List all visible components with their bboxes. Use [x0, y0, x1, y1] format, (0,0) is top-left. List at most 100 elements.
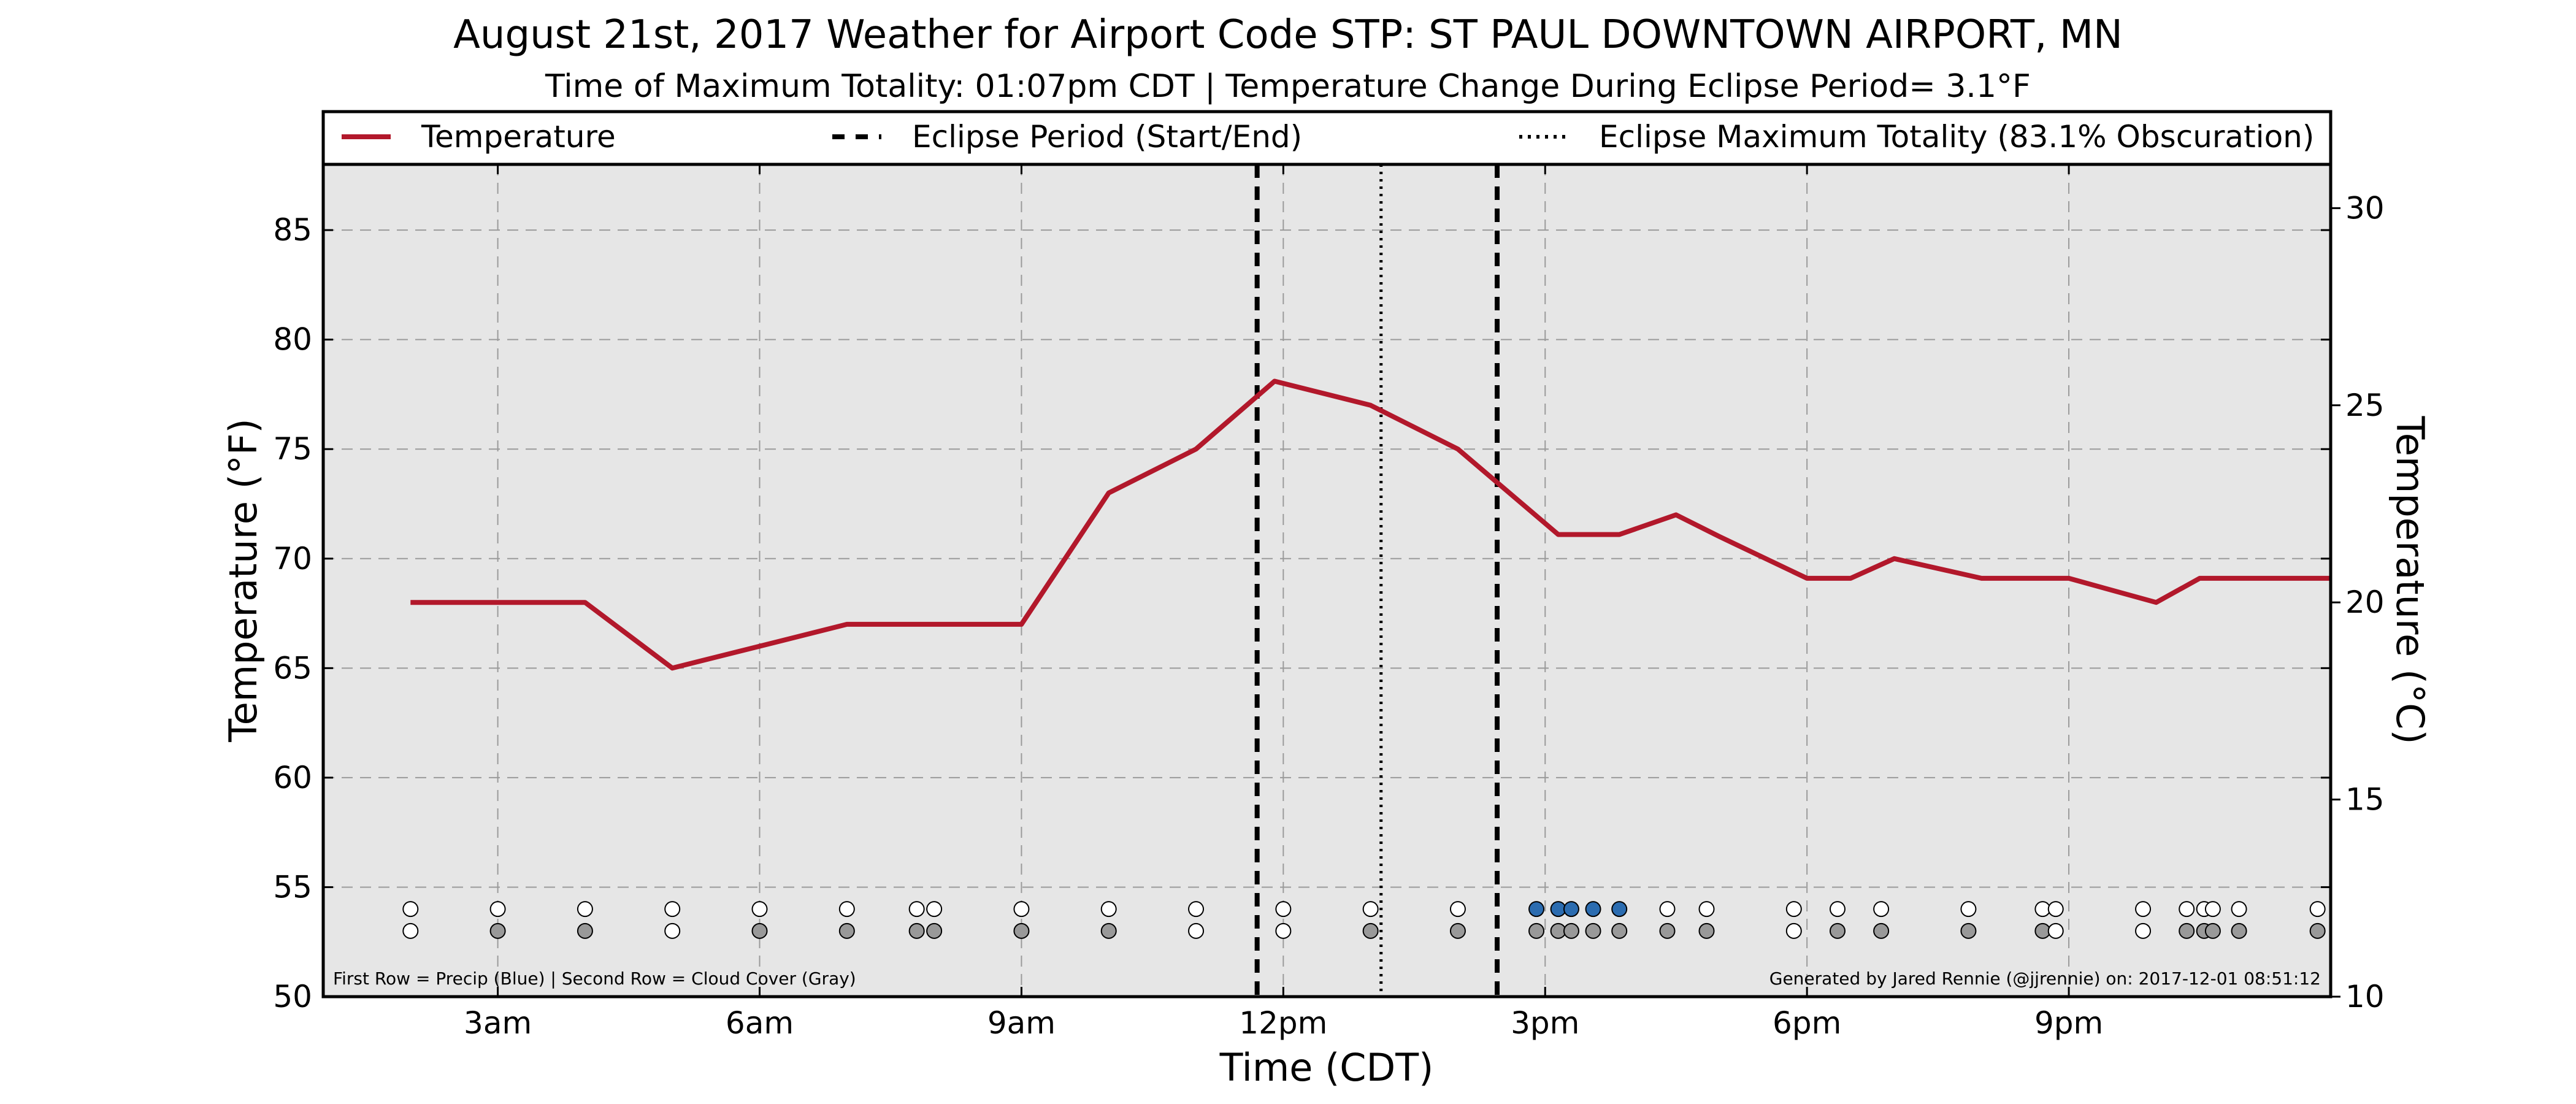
- precip-marker: [1698, 901, 1715, 918]
- cloud-marker: [2204, 922, 2221, 939]
- cloud-marker: [838, 922, 855, 939]
- y-tick-label: 50: [273, 979, 312, 1014]
- x-tick-label: 12pm: [1239, 1005, 1327, 1041]
- precip-marker: [838, 901, 855, 918]
- cloud-marker: [1013, 922, 1030, 939]
- y-tick-label: 85: [273, 212, 312, 248]
- precip-marker: [2135, 901, 2152, 918]
- cloud-marker: [1449, 922, 1466, 939]
- cloud-marker: [1611, 922, 1628, 939]
- cloud-marker: [2179, 922, 2195, 939]
- legend-eclipse-max-label: Eclipse Maximum Totality (83.1% Obscurat…: [1599, 119, 2314, 155]
- cloud-marker: [751, 922, 768, 939]
- precip-marker: [1188, 901, 1205, 918]
- precip-marker: [1829, 901, 1846, 918]
- cloud-marker: [1563, 922, 1579, 939]
- precip-marker: [1013, 901, 1030, 918]
- cloud-marker: [2231, 922, 2247, 939]
- cloud-marker: [1829, 922, 1846, 939]
- precip-marker: [1960, 901, 1977, 918]
- cloud-marker: [1873, 922, 1890, 939]
- y-tick-label: 75: [273, 431, 312, 467]
- precip-marker: [1611, 901, 1628, 918]
- x-tick-label: 3pm: [1511, 1005, 1579, 1041]
- y-right-tick-label: 20: [2345, 585, 2385, 620]
- cloud-marker: [1528, 922, 1545, 939]
- y-axis-label-right: Temperature (°C): [2388, 415, 2432, 744]
- cloud-marker: [2047, 922, 2064, 939]
- cloud-marker: [1188, 922, 1205, 939]
- precip-marker: [2309, 901, 2326, 918]
- cloud-marker: [1275, 922, 1292, 939]
- y-right-tick-label: 10: [2345, 979, 2385, 1014]
- precip-marker: [2231, 901, 2247, 918]
- y-axis-label-left: Temperature (°F): [221, 418, 266, 742]
- temperature-line: [410, 378, 2331, 671]
- precip-marker: [926, 901, 943, 918]
- y-tick-label: 55: [273, 869, 312, 905]
- precip-marker: [2204, 901, 2221, 918]
- cloud-marker: [1100, 922, 1117, 939]
- y-tick-label: 60: [273, 760, 312, 795]
- cloud-marker: [926, 922, 943, 939]
- cloud-marker: [664, 922, 681, 939]
- precip-marker: [1275, 901, 1292, 918]
- x-tick-label: 3am: [464, 1005, 532, 1041]
- temperature-series: [410, 378, 2331, 671]
- grid: [323, 164, 2331, 997]
- cloud-marker: [1960, 922, 1977, 939]
- cloud-marker: [1585, 922, 1601, 939]
- cloud-marker: [1659, 922, 1676, 939]
- footer-right-note: Generated by Jared Rennie (@jjrennie) on…: [1769, 968, 2321, 989]
- precip-marker: [577, 901, 593, 918]
- precip-marker: [2047, 901, 2064, 918]
- x-tick-label: 6am: [726, 1005, 794, 1041]
- cloud-marker: [2309, 922, 2326, 939]
- precip-marker: [1585, 901, 1601, 918]
- precip-marker: [489, 901, 506, 918]
- y-tick-label: 70: [273, 541, 312, 577]
- precip-marker: [1362, 901, 1379, 918]
- y-right-tick-label: 25: [2345, 388, 2385, 423]
- precip-marker: [1563, 901, 1579, 918]
- precip-marker: [1785, 901, 1802, 918]
- x-tick-label: 9am: [987, 1005, 1056, 1041]
- precip-marker: [1449, 901, 1466, 918]
- footer-left-note: First Row = Precip (Blue) | Second Row =…: [333, 968, 856, 989]
- axes: 50 55 60 65 70 75 80 85 10 15 20 25 30 3am 6am 9am 12pm 3…: [273, 164, 2385, 1041]
- y-tick-label: 80: [273, 322, 312, 358]
- legend-temperature-label: Temperature: [421, 119, 616, 155]
- cloud-marker: [577, 922, 593, 939]
- legend: Temperature Eclipse Period (Start/End) E…: [321, 110, 2333, 166]
- chart-title: August 21st, 2017 Weather for Airport Co…: [453, 12, 2123, 58]
- x-axis-label: Time (CDT): [1219, 1045, 1434, 1090]
- cloud-marker: [1785, 922, 1802, 939]
- precip-marker: [908, 901, 925, 918]
- observation-markers: [402, 901, 2326, 939]
- cloud-marker: [1698, 922, 1715, 939]
- legend-box: [321, 110, 2333, 166]
- precip-marker: [402, 901, 419, 918]
- plot-frame: [321, 163, 2333, 999]
- precip-marker: [664, 901, 681, 918]
- y-right-tick-label: 15: [2345, 782, 2385, 818]
- chart-subtitle: Time of Maximum Totality: 01:07pm CDT | …: [545, 68, 2031, 105]
- precip-marker: [1659, 901, 1676, 918]
- legend-eclipse-period-label: Eclipse Period (Start/End): [912, 119, 1302, 155]
- cloud-marker: [908, 922, 925, 939]
- precip-marker: [1100, 901, 1117, 918]
- cloud-marker: [1362, 922, 1379, 939]
- precip-marker: [2179, 901, 2195, 918]
- cloud-marker: [402, 922, 419, 939]
- precip-marker: [1528, 901, 1545, 918]
- cloud-marker: [489, 922, 506, 939]
- eclipse-lines: [1254, 164, 1500, 997]
- y-right-tick-label: 30: [2345, 190, 2385, 226]
- x-tick-label: 9pm: [2034, 1005, 2103, 1041]
- precip-marker: [751, 901, 768, 918]
- x-tick-label: 6pm: [1773, 1005, 1841, 1041]
- precip-marker: [1873, 901, 1890, 918]
- cloud-marker: [2135, 922, 2152, 939]
- y-tick-label: 65: [273, 650, 312, 686]
